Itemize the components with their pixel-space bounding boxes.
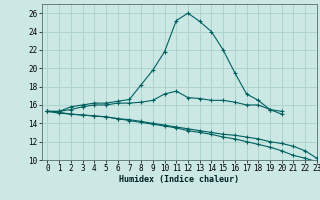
X-axis label: Humidex (Indice chaleur): Humidex (Indice chaleur) (119, 175, 239, 184)
